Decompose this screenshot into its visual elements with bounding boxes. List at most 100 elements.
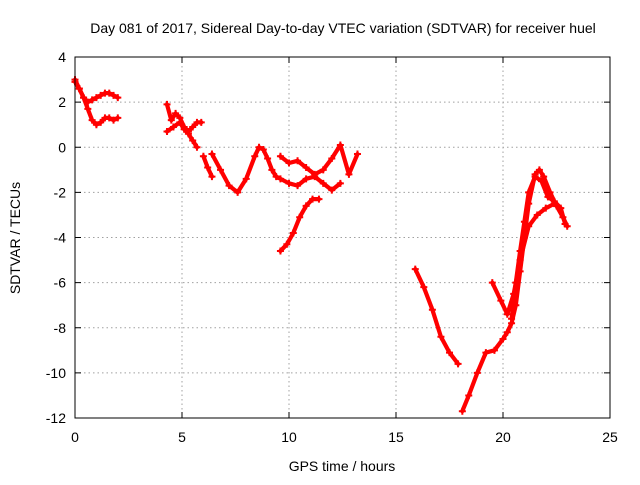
data-point — [531, 173, 539, 181]
data-point — [163, 100, 171, 108]
data-point — [97, 118, 105, 126]
x-tick-label: 10 — [281, 429, 297, 445]
data-point — [540, 173, 548, 181]
data-point — [88, 116, 96, 124]
data-point — [184, 130, 192, 138]
data-point — [490, 346, 498, 354]
data-point — [92, 121, 100, 129]
data-point — [193, 143, 201, 151]
tick-labels: 0 5 10 15 20 25 -12 -10 -8 -6 -4 -2 0 2 4 — [46, 49, 618, 445]
data-point — [189, 136, 197, 144]
data-point — [533, 211, 541, 219]
data-point — [315, 195, 323, 203]
data-point — [234, 188, 242, 196]
data-point — [311, 170, 319, 178]
data-point — [488, 279, 496, 287]
data-point — [411, 265, 419, 273]
data-point — [550, 197, 558, 205]
data-point — [225, 182, 233, 190]
data-point — [92, 94, 100, 102]
data-point — [242, 175, 250, 183]
data-point — [176, 118, 184, 126]
x-tick-label: 25 — [602, 429, 618, 445]
axis-ticks — [74, 56, 611, 419]
data-point — [557, 204, 565, 212]
data-point — [167, 116, 175, 124]
data-point — [465, 391, 473, 399]
data-point — [169, 123, 177, 131]
data-point — [516, 247, 524, 255]
x-tick-label: 15 — [388, 429, 404, 445]
data-point — [319, 166, 327, 174]
data-point — [302, 175, 310, 183]
y-tick-label: -6 — [54, 275, 67, 291]
chart-title: Day 081 of 2017, Sidereal Day-to-day VTE… — [90, 20, 596, 36]
series-line-9 — [413, 267, 461, 366]
data-point — [197, 118, 205, 126]
data-point — [538, 177, 546, 185]
data-point — [296, 213, 304, 221]
data-point — [80, 94, 88, 102]
data-point — [208, 150, 216, 158]
data-point — [285, 159, 293, 167]
y-tick-label: -10 — [46, 365, 66, 381]
data-point — [302, 202, 310, 210]
data-point — [454, 360, 462, 368]
series-layer — [71, 76, 571, 415]
x-tick-label: 0 — [71, 429, 79, 445]
data-point — [172, 109, 180, 117]
data-point — [353, 150, 361, 158]
data-point — [110, 116, 118, 124]
data-point — [535, 166, 543, 174]
data-point — [114, 94, 122, 102]
data-point — [420, 283, 428, 291]
data-point — [97, 91, 105, 99]
data-point — [75, 85, 83, 93]
data-point — [542, 204, 550, 212]
data-point — [285, 179, 293, 187]
data-point — [525, 188, 533, 196]
data-point — [276, 247, 284, 255]
data-point — [503, 310, 511, 318]
data-point — [503, 328, 511, 336]
data-point — [208, 173, 216, 181]
y-tick-label: -4 — [54, 230, 67, 246]
data-point — [561, 220, 569, 228]
series-line-7 — [278, 142, 360, 177]
y-tick-label: -12 — [46, 410, 66, 426]
grid-lines — [75, 57, 610, 418]
data-point — [525, 222, 533, 230]
y-axis-label: SDTVAR / TECUs — [7, 182, 23, 294]
data-point — [336, 179, 344, 187]
data-point — [251, 152, 259, 160]
data-point — [163, 127, 171, 135]
data-point — [482, 349, 490, 357]
data-point — [345, 170, 353, 178]
data-point — [328, 155, 336, 163]
data-point — [105, 89, 113, 97]
x-tick-label: 5 — [178, 429, 186, 445]
x-axis-label: GPS time / hours — [289, 458, 396, 474]
data-point — [268, 166, 276, 174]
data-point — [328, 186, 336, 194]
data-point — [544, 193, 552, 201]
data-point — [309, 195, 317, 203]
data-point — [84, 105, 92, 113]
data-point — [272, 173, 280, 181]
data-point — [512, 279, 520, 287]
data-point — [294, 182, 302, 190]
data-point — [114, 114, 122, 122]
data-point — [276, 175, 284, 183]
data-point — [473, 369, 481, 377]
y-tick-label: 2 — [58, 94, 66, 110]
y-tick-label: 4 — [58, 49, 66, 65]
data-point — [105, 114, 113, 122]
data-point — [289, 229, 297, 237]
data-point — [294, 157, 302, 165]
data-point — [259, 146, 267, 154]
data-point — [302, 164, 310, 172]
data-point — [217, 166, 225, 174]
y-tick-label: -2 — [54, 184, 67, 200]
data-point — [437, 333, 445, 341]
